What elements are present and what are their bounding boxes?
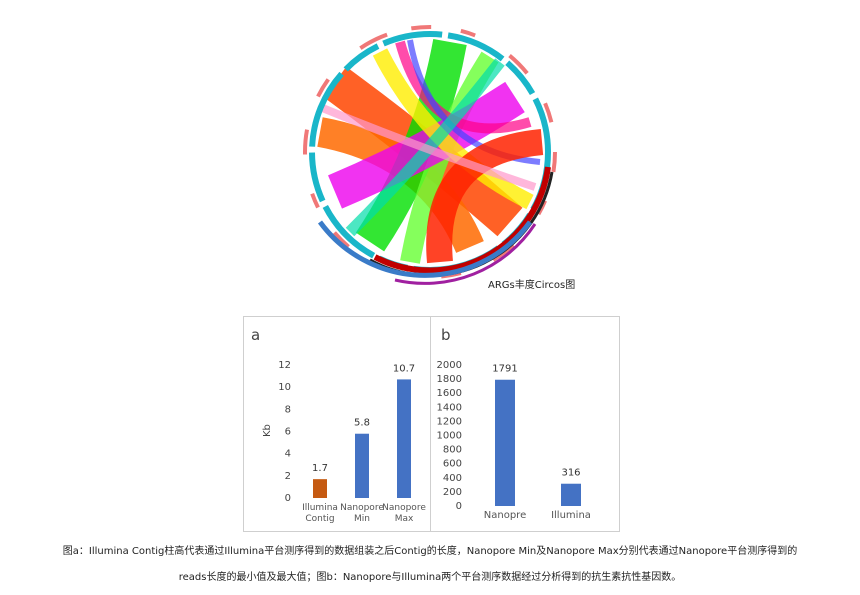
figure-caption-line2: reads长度的最小值及最大值；图b：Nanopore与Illumina两个平台… <box>178 572 682 583</box>
bar <box>495 379 515 506</box>
y-tick-label: 12 <box>278 360 291 371</box>
x-tick-label: Min <box>354 514 370 524</box>
x-tick-label: Contig <box>305 514 334 524</box>
y-tick-label: 1000 <box>437 431 462 442</box>
y-tick-label: 2000 <box>437 360 462 371</box>
y-tick-label: 6 <box>285 427 291 438</box>
y-tick-label: 1200 <box>437 416 462 427</box>
y-tick-label: 2 <box>285 471 291 482</box>
panel-a-label: a <box>251 326 261 344</box>
bar <box>397 379 411 498</box>
y-tick-label: 10 <box>278 382 291 393</box>
data-label: 1791 <box>492 364 517 375</box>
data-label: 10.7 <box>393 363 415 374</box>
figure-caption-line1: 图a：Illumina Contig柱高代表通过Illumina平台测序得到的数… <box>62 546 798 557</box>
y-tick-label: 8 <box>285 404 291 415</box>
y-tick-label: 0 <box>285 493 291 504</box>
y-tick-label: 1800 <box>437 374 462 385</box>
y-tick-label: 600 <box>443 459 462 470</box>
x-tick-label: Max <box>395 514 414 524</box>
bar <box>561 483 581 506</box>
y-tick-label: 4 <box>285 449 291 460</box>
y-tick-label: 0 <box>456 501 462 512</box>
circos-plot <box>303 25 557 285</box>
data-label: 316 <box>561 468 580 479</box>
data-label: 5.8 <box>354 418 370 429</box>
y-tick-label: 800 <box>443 445 462 456</box>
x-tick-label: Illumina <box>551 510 591 521</box>
x-tick-label: Nanopore <box>382 503 426 513</box>
chart-panel-b <box>430 316 620 532</box>
y-tick-label: 400 <box>443 473 462 484</box>
x-tick-label: Nanopore <box>340 503 384 513</box>
bar <box>355 433 369 498</box>
y-tick-label: 200 <box>443 487 462 498</box>
y-tick-label: 1400 <box>437 402 462 413</box>
data-label: 1.7 <box>312 463 328 474</box>
bar <box>313 479 327 498</box>
bar-chart-b: 0 200 400 600 800 1000 1200 1400 1600 1800 2000 179… <box>437 360 591 521</box>
x-tick-label: Illumina <box>302 503 338 513</box>
bar-chart-a: 0246810121.7IlluminaContig5.8NanoporeMin… <box>278 360 426 524</box>
x-tick-label: Nanopre <box>484 510 526 521</box>
circos-title: ARGs丰度Circos图 <box>488 280 576 291</box>
y-tick-label: 1600 <box>437 388 462 399</box>
panel-b-label: b <box>441 326 451 344</box>
